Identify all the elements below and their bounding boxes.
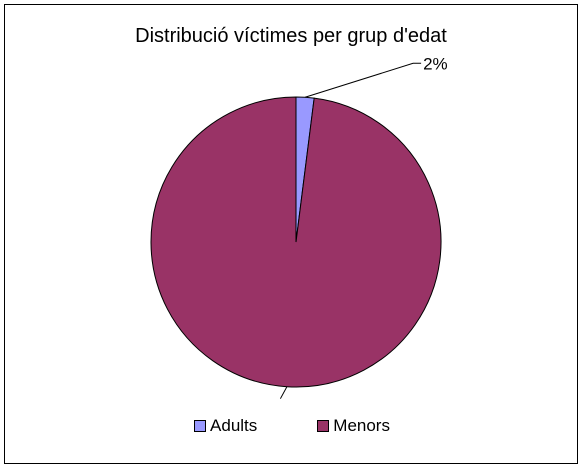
leader-line-adults [304, 62, 422, 98]
data-label-adults: 2% [423, 54, 448, 73]
legend-label-adults: Adults [210, 416, 258, 435]
leader-line-menors [279, 386, 288, 399]
legend-swatch-adults [194, 420, 207, 432]
legend-swatch-menors [317, 420, 330, 432]
legend-label-menors: Menors [333, 416, 390, 435]
legend-item-adults: Adults [194, 416, 257, 436]
pie-slice-menors [150, 96, 442, 388]
chart-title: Distribució víctimes per grup d'edat [135, 25, 447, 47]
legend-item-menors: Menors [317, 416, 390, 436]
legend: Adults Menors [0, 416, 584, 436]
